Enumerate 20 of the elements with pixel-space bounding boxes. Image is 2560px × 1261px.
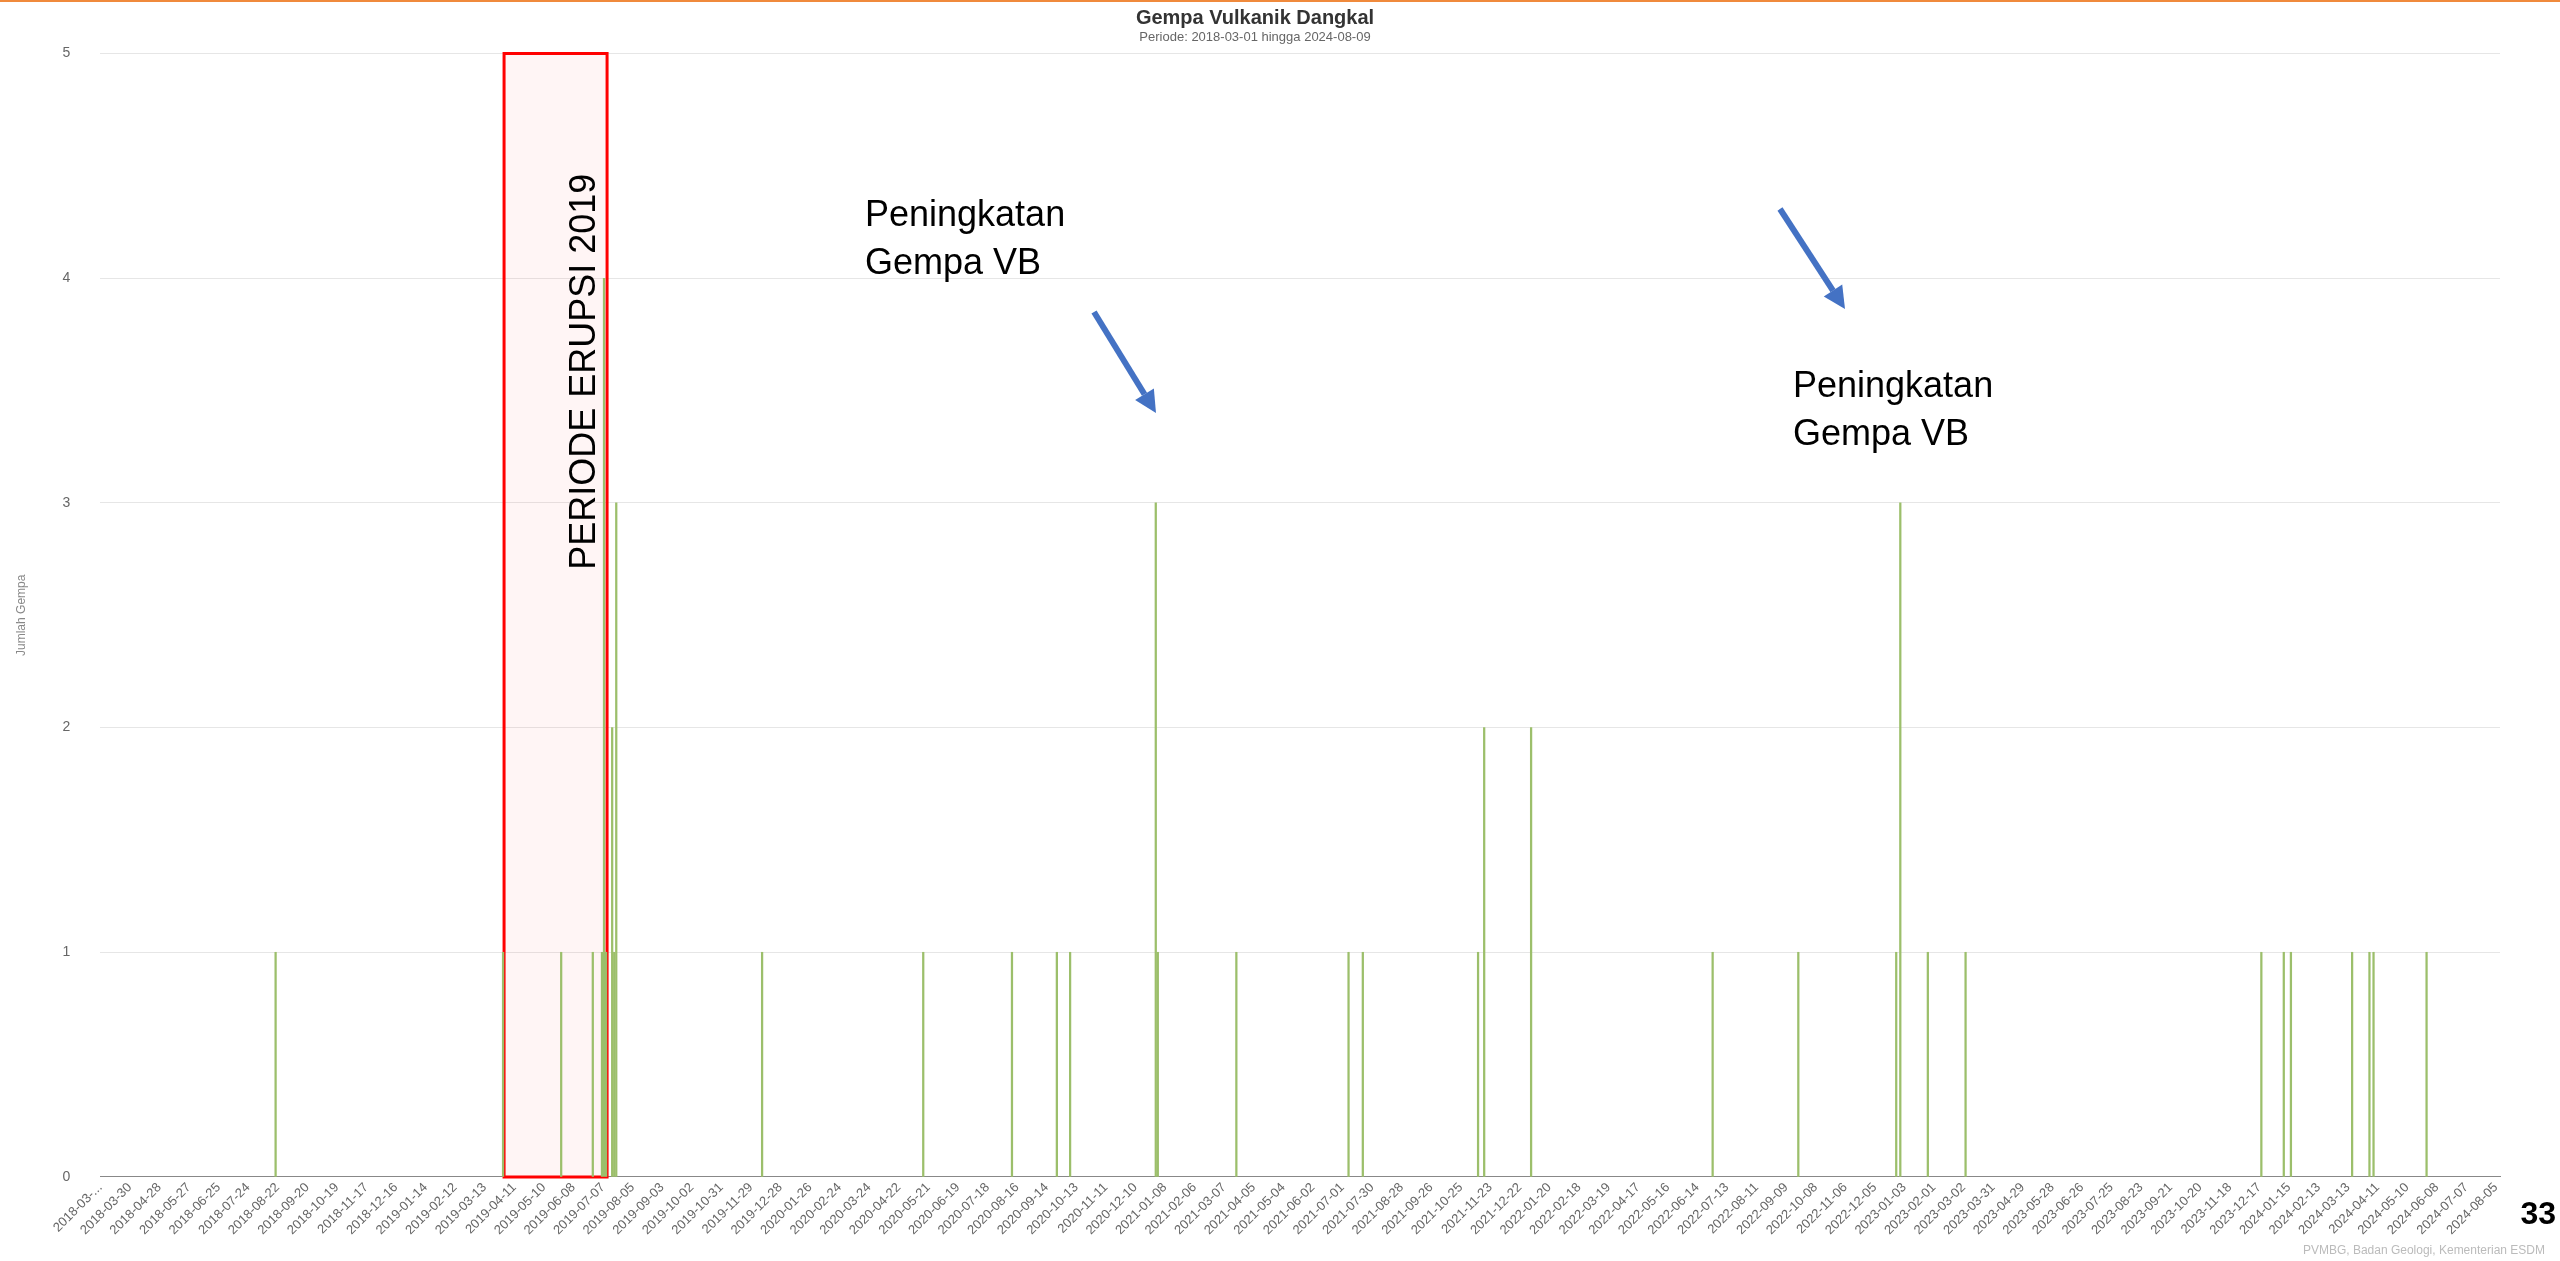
bar bbox=[1347, 951, 1350, 1177]
y-tick-label: 4 bbox=[62, 269, 71, 286]
y-tick-label: 1 bbox=[62, 943, 71, 960]
chart-title: Gempa Vulkanik Dangkal bbox=[1135, 5, 1375, 28]
bar bbox=[2425, 951, 2428, 1177]
y-tick-label: 5 bbox=[62, 44, 71, 61]
y-tick-label: 2 bbox=[62, 718, 71, 735]
text: 33 bbox=[2520, 1195, 2556, 1231]
text: PVMBG, Badan Geologi, Kementerian ESDM bbox=[2302, 1243, 2545, 1257]
band-label: PERIODE ERUPSI 2019 bbox=[562, 173, 604, 570]
bar bbox=[2372, 951, 2375, 1177]
annotation: Peningkatan Gempa VB bbox=[1793, 363, 1994, 453]
bar bbox=[274, 951, 277, 1177]
bar bbox=[1964, 951, 1967, 1177]
y-tick-label: 3 bbox=[62, 493, 71, 510]
y-tick-label: 0 bbox=[62, 1167, 71, 1184]
bar bbox=[2368, 951, 2371, 1177]
chart-subtitle: Periode: 2018-03-01 hingga 2024-08-09 bbox=[1139, 29, 1371, 45]
y-axis-title: Jumlah Gempa bbox=[13, 574, 28, 656]
annotation: Peningkatan Gempa VB bbox=[865, 192, 1066, 282]
